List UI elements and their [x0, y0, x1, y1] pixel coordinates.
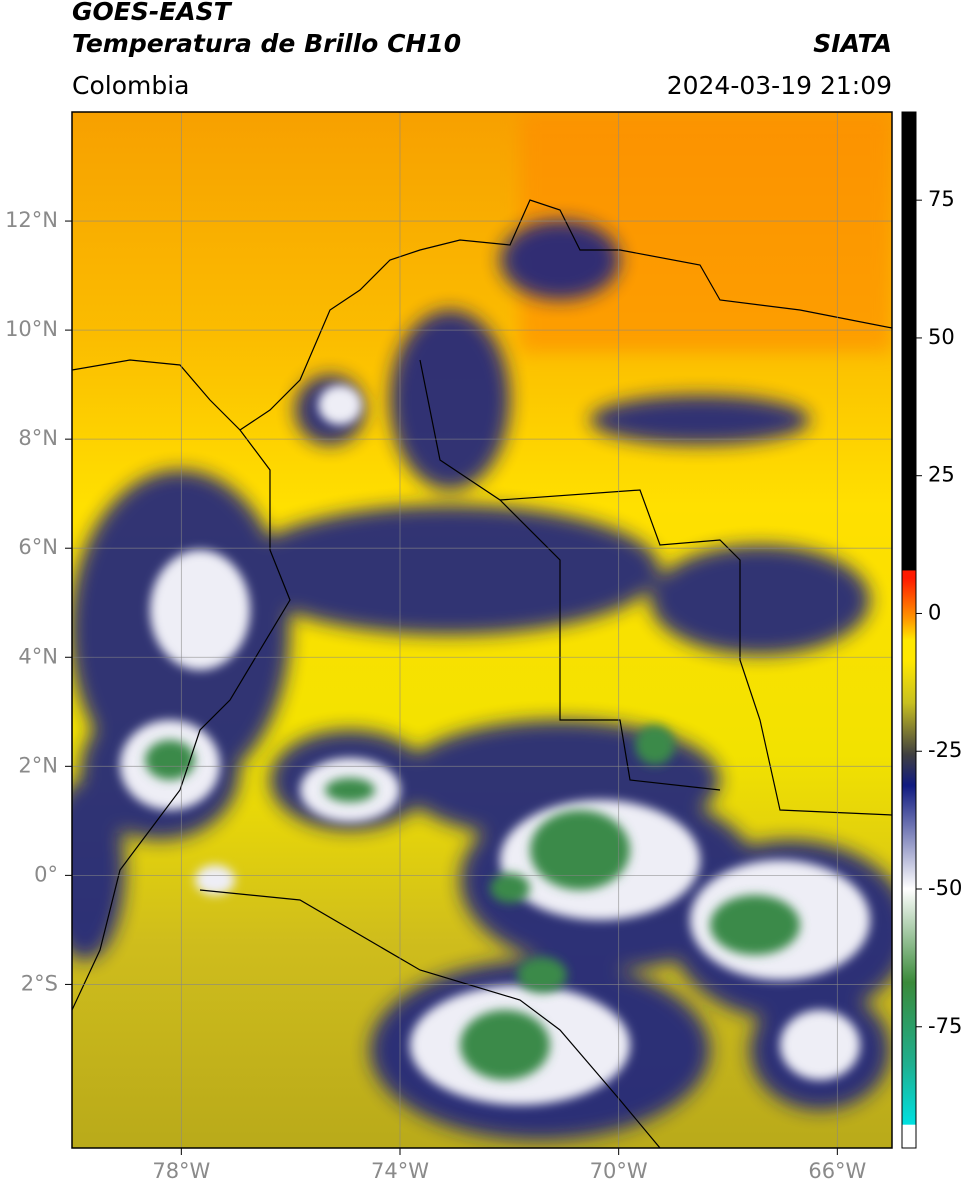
colorbar-tick-label: 25 [928, 463, 955, 487]
colorbar-tick-label: 0 [928, 600, 941, 624]
source: SIATA [813, 29, 892, 58]
x-tick-label: 74°W [371, 1159, 429, 1183]
x-tick-label: 70°W [590, 1159, 648, 1183]
colorbar-tick-label: -25 [928, 738, 962, 762]
y-tick-label: 12°N [5, 208, 58, 232]
map-frame [71, 111, 893, 1149]
colorbar-tick-label: -75 [928, 1014, 962, 1038]
y-tick-label: 8°N [18, 426, 58, 450]
y-tick-label: 4°N [18, 644, 58, 668]
region: Colombia [72, 71, 189, 100]
subtitle: Temperatura de Brillo CH10 [72, 29, 461, 58]
x-tick-label: 66°W [808, 1159, 866, 1183]
y-tick-label: 6°N [18, 535, 58, 559]
colorbar-tick-label: -50 [928, 876, 962, 900]
y-tick-label: 2°S [21, 971, 58, 995]
colorbar-tick-label: 50 [928, 325, 955, 349]
title: GOES-EAST [72, 0, 233, 26]
y-tick-label: 10°N [5, 317, 58, 341]
colorbar-tick-label: 75 [928, 187, 955, 211]
timestamp: 2024-03-19 21:09 [667, 71, 892, 100]
x-tick-label: 78°W [152, 1159, 210, 1183]
y-tick-label: 2°N [18, 753, 58, 777]
grid [72, 112, 892, 1148]
imagery [72, 112, 892, 1148]
y-tick-label: 0° [34, 862, 58, 886]
colorbar [901, 111, 917, 1149]
